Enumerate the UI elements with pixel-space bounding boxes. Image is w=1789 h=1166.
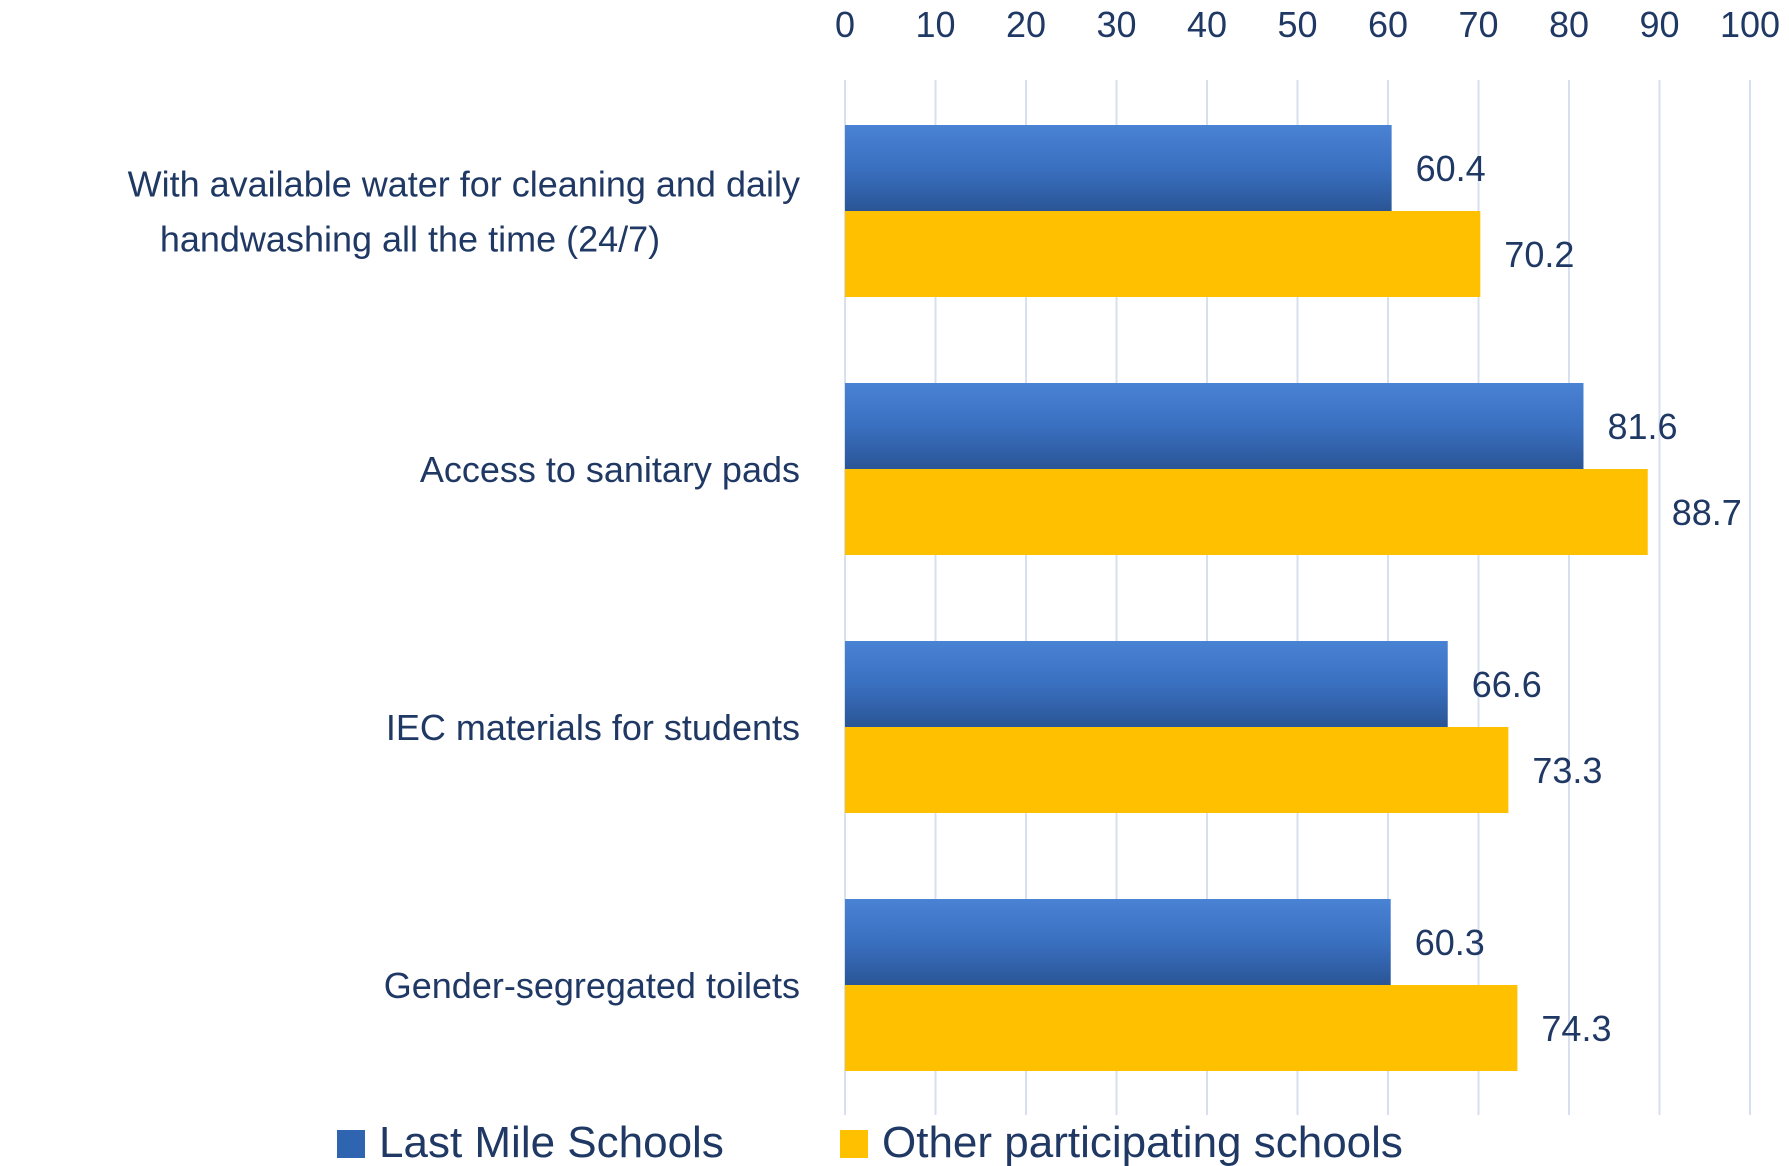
x-tick-label: 90 [1639, 4, 1679, 45]
data-label: 70.2 [1504, 234, 1574, 275]
x-tick-label: 100 [1720, 4, 1780, 45]
x-tick-label: 30 [1096, 4, 1136, 45]
data-label: 74.3 [1541, 1008, 1611, 1049]
bar-last-mile-2 [845, 641, 1448, 727]
legend-label: Last Mile Schools [379, 1118, 724, 1166]
data-label: 66.6 [1472, 664, 1542, 705]
category-labels: With available water for cleaning and da… [128, 164, 800, 1007]
category-label: IEC materials for students [386, 707, 800, 748]
x-tick-label: 80 [1549, 4, 1589, 45]
bar-other-2 [845, 727, 1509, 813]
x-tick-label: 0 [835, 4, 855, 45]
bar-last-mile-1 [845, 383, 1584, 469]
category-label: Gender-segregated toilets [384, 965, 800, 1006]
x-tick-label: 50 [1277, 4, 1317, 45]
data-label: 81.6 [1607, 406, 1677, 447]
x-tick-label: 60 [1368, 4, 1408, 45]
category-label: With available water for cleaning and da… [128, 164, 800, 205]
data-label: 73.3 [1532, 750, 1602, 791]
data-label: 60.3 [1415, 922, 1485, 963]
category-label: Access to sanitary pads [420, 449, 800, 490]
legend-label: Other participating schools [882, 1118, 1403, 1166]
data-label: 88.7 [1672, 492, 1742, 533]
legend-swatch [840, 1130, 868, 1158]
category-label: handwashing all the time (24/7) [160, 219, 660, 260]
x-tick-label: 20 [1006, 4, 1046, 45]
bar-other-1 [845, 469, 1648, 555]
legend: Last Mile Schools Other participating sch… [337, 1118, 1403, 1166]
x-tick-label: 70 [1458, 4, 1498, 45]
bars: 60.4 70.2 81.6 88.7 66.6 73.3 60.3 74.3 [845, 125, 1742, 1071]
data-label: 60.4 [1416, 148, 1486, 189]
bar-other-3 [845, 985, 1518, 1071]
x-tick-label: 10 [915, 4, 955, 45]
x-tick-label: 40 [1187, 4, 1227, 45]
bar-last-mile-0 [845, 125, 1392, 211]
x-axis-ticks: 0 10 20 30 40 50 60 70 80 90 100 [835, 4, 1780, 45]
legend-swatch [337, 1130, 365, 1158]
bar-other-0 [845, 211, 1481, 297]
bar-last-mile-3 [845, 899, 1391, 985]
